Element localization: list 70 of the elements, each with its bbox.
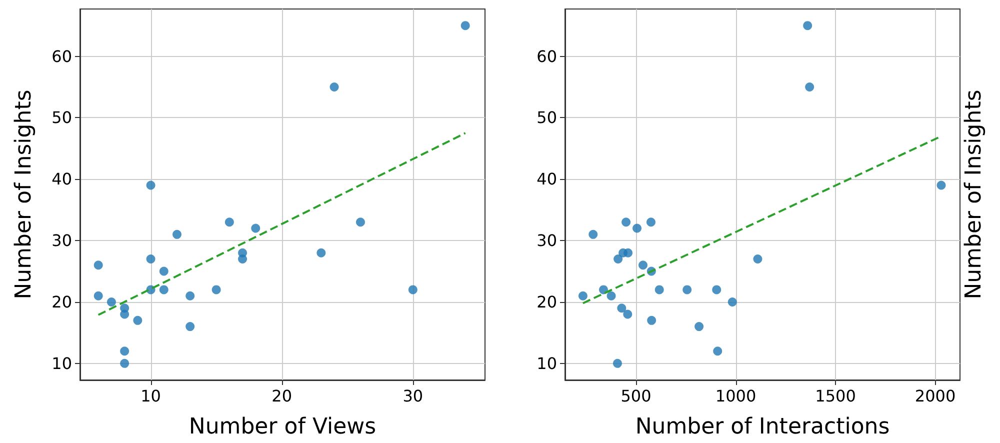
- y-tick-label: 60: [52, 46, 72, 66]
- point: [606, 291, 616, 300]
- y-axis-title: Number of Insights: [962, 90, 986, 300]
- point: [654, 285, 664, 294]
- point: [694, 322, 704, 332]
- y-tick-label: 50: [52, 108, 72, 128]
- point: [238, 254, 248, 264]
- x-tick-label: 500: [620, 386, 652, 406]
- point: [316, 248, 326, 258]
- x-tick-label: 20: [272, 386, 292, 406]
- point: [638, 260, 648, 270]
- point: [803, 21, 812, 30]
- point: [617, 304, 626, 313]
- point: [159, 285, 168, 294]
- x-tick-label: 30: [402, 386, 424, 406]
- point: [712, 285, 722, 294]
- point: [356, 218, 365, 227]
- point: [224, 218, 234, 227]
- x-tick-label: 1000: [715, 386, 756, 406]
- x-tick-label: 10: [140, 386, 161, 406]
- point: [753, 254, 762, 264]
- point: [599, 285, 608, 294]
- point: [614, 254, 623, 264]
- point: [120, 310, 130, 319]
- point: [588, 230, 598, 239]
- y-tick-label: 60: [536, 46, 557, 66]
- point: [728, 297, 737, 306]
- y-tick-label: 20: [52, 292, 72, 312]
- point: [330, 82, 339, 92]
- point: [805, 82, 814, 92]
- point: [408, 285, 418, 294]
- point: [612, 358, 622, 368]
- x-axis-title: Number of Interactions: [635, 414, 890, 440]
- y-axis-title: Number of Insights: [12, 90, 36, 300]
- point: [251, 224, 260, 233]
- point: [624, 248, 633, 258]
- point: [647, 316, 656, 325]
- y-tick-label: 20: [536, 292, 557, 312]
- point: [133, 316, 142, 325]
- point: [186, 291, 195, 300]
- point: [212, 285, 221, 294]
- point: [186, 322, 195, 332]
- y-tick-label: 40: [536, 170, 557, 189]
- y-tick-label: 10: [52, 354, 72, 373]
- point: [578, 291, 588, 300]
- point: [460, 21, 470, 30]
- point: [622, 218, 631, 227]
- point: [646, 218, 656, 227]
- point: [146, 180, 156, 190]
- point: [94, 291, 103, 300]
- y-tick-label: 40: [52, 170, 72, 189]
- point: [632, 224, 642, 233]
- x-axis-title: Number of Views: [188, 414, 376, 440]
- x-tick-label: 1500: [815, 386, 856, 406]
- point: [94, 260, 103, 270]
- point: [120, 358, 130, 368]
- point: [106, 297, 116, 306]
- point: [172, 230, 182, 239]
- point: [146, 254, 156, 264]
- point: [936, 180, 946, 190]
- point: [682, 285, 692, 294]
- y-tick-label: 50: [536, 108, 557, 128]
- x-tick-label: 2000: [914, 386, 956, 406]
- point: [713, 346, 722, 356]
- y-tick-label: 30: [536, 231, 557, 250]
- point: [159, 266, 168, 276]
- y-tick-label: 30: [52, 231, 72, 250]
- point: [623, 310, 632, 319]
- point: [120, 346, 130, 356]
- y-tick-label: 10: [536, 354, 557, 373]
